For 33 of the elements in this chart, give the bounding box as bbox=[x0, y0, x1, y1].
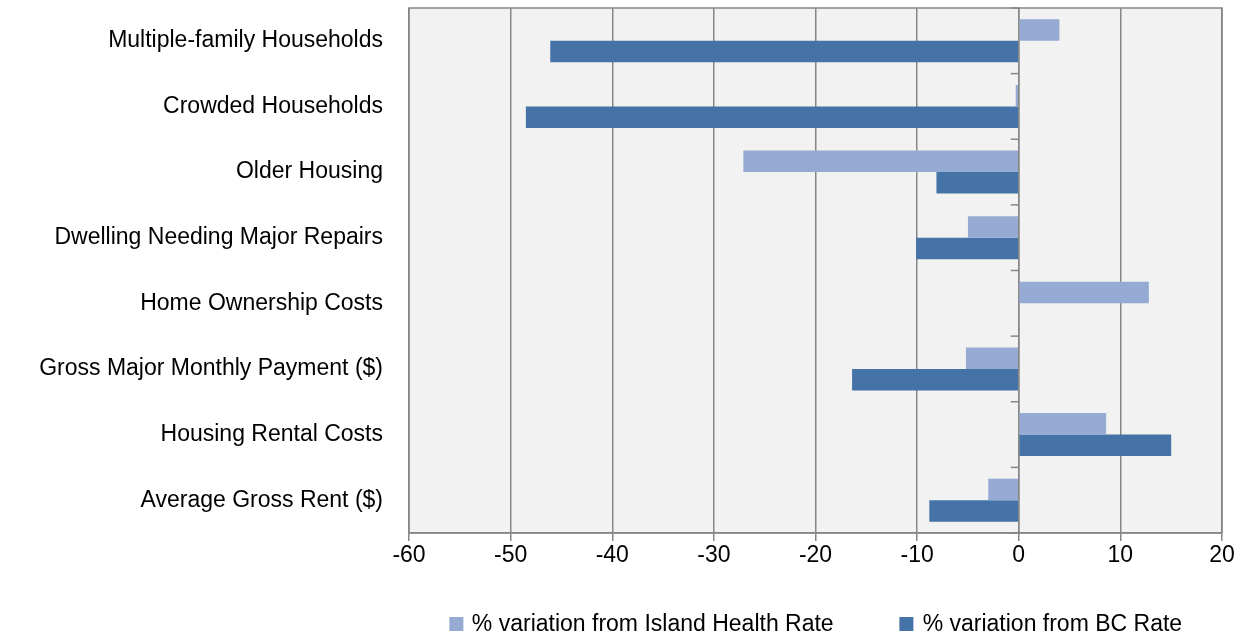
x-tick-label: 0 bbox=[1012, 541, 1026, 568]
x-tick-label: -40 bbox=[595, 541, 629, 568]
bar bbox=[550, 40, 1018, 63]
bar bbox=[929, 500, 1018, 522]
x-tick-label: -50 bbox=[494, 541, 528, 568]
bar bbox=[852, 368, 1018, 391]
legend-label: % variation from Island Health Rate bbox=[471, 610, 834, 637]
x-tick-label: -30 bbox=[697, 541, 731, 568]
y-tick-label: Dwelling Needing Major Repairs bbox=[54, 223, 383, 250]
bar bbox=[1019, 19, 1060, 41]
x-tick-label: 20 bbox=[1209, 541, 1235, 568]
bar bbox=[965, 347, 1018, 369]
x-tick-label: 10 bbox=[1107, 541, 1134, 568]
x-tick-label: -20 bbox=[798, 541, 833, 568]
bar bbox=[1019, 413, 1107, 435]
x-tick-label: -10 bbox=[900, 541, 934, 568]
legend-label: % variation from BC Rate bbox=[922, 610, 1183, 637]
bar bbox=[1019, 434, 1172, 457]
bar bbox=[525, 106, 1018, 128]
bar bbox=[967, 216, 1018, 238]
y-tick-label: Home Ownership Costs bbox=[140, 288, 383, 315]
y-tick-label: Multiple-family Households bbox=[108, 26, 383, 53]
y-tick-label: Gross Major Monthly Payment ($) bbox=[39, 354, 383, 381]
bar bbox=[916, 237, 1018, 260]
x-tick-label: -60 bbox=[392, 541, 426, 568]
y-tick-label: Crowded Households bbox=[163, 91, 383, 118]
bar bbox=[743, 150, 1018, 173]
y-tick-label: Housing Rental Costs bbox=[160, 419, 383, 446]
bar bbox=[1019, 281, 1149, 304]
y-tick-label: Average Gross Rent ($) bbox=[140, 485, 383, 512]
bar bbox=[988, 478, 1018, 501]
y-tick-label: Older Housing bbox=[235, 157, 383, 184]
bar bbox=[936, 172, 1018, 194]
